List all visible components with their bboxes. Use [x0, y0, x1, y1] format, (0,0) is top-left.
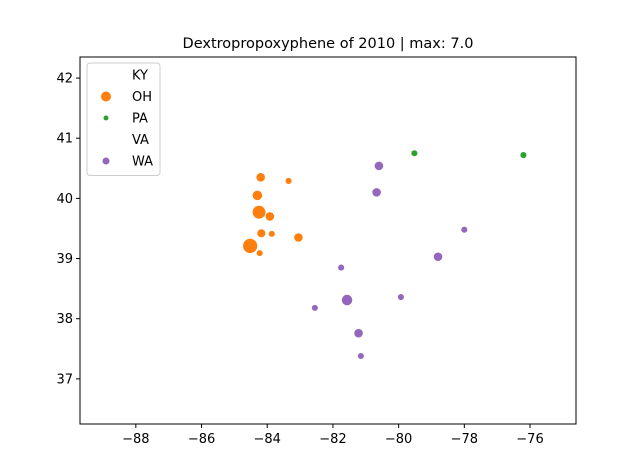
x-tick-label: −78 [451, 432, 478, 447]
data-points [243, 150, 527, 360]
x-tick-label: −86 [188, 432, 215, 447]
data-point-wa [397, 294, 404, 301]
x-tick-label: −88 [122, 432, 149, 447]
data-point-oh [257, 229, 266, 238]
legend-label-pa: PA [132, 112, 148, 127]
data-point-oh [256, 250, 263, 257]
data-point-oh [256, 173, 265, 182]
data-point-wa [357, 352, 364, 360]
x-tick-label: −82 [319, 432, 346, 447]
legend-label-ky: KY [132, 69, 148, 84]
y-tick-label: 41 [56, 132, 73, 147]
data-point-wa [433, 252, 443, 262]
legend-marker-wa [102, 157, 110, 165]
data-point-wa [354, 328, 363, 338]
legend-marker-pa [103, 115, 109, 121]
legend: KY OH PA VA WA [86, 62, 161, 176]
y-tick-label: 42 [56, 72, 73, 87]
data-point-wa [374, 161, 384, 171]
data-point-oh [285, 177, 292, 184]
data-point-oh [265, 212, 275, 221]
legend-label-oh: OH [132, 90, 152, 105]
data-point-oh [252, 190, 263, 201]
data-point-oh [243, 238, 258, 254]
data-point-oh [294, 233, 303, 242]
legend-label-va: VA [132, 133, 149, 148]
data-point-wa [461, 226, 468, 233]
y-tick-label: 39 [56, 252, 73, 267]
chart-title: Dextropropoxyphene of 2010 | max: 7.0 [183, 36, 474, 52]
legend-box [86, 62, 161, 176]
data-point-pa [411, 150, 418, 157]
data-point-wa [341, 294, 353, 306]
data-point-wa [372, 188, 381, 197]
data-point-oh [252, 205, 266, 219]
legend-label-wa: WA [132, 155, 153, 170]
x-tick-label: −84 [254, 432, 281, 447]
data-point-pa [520, 152, 527, 159]
plot-area: −88 −86 −84 −82 −80 −78 −76 37 38 39 40 41 42 [56, 56, 577, 447]
y-tick-label: 38 [56, 312, 73, 327]
x-tick-label: −80 [385, 432, 412, 447]
y-tick-label: 37 [56, 372, 73, 387]
data-point-wa [338, 264, 345, 271]
axes-frame [79, 56, 577, 425]
data-point-oh [268, 230, 275, 237]
data-point-wa [311, 304, 318, 311]
y-tick-label: 40 [56, 192, 73, 207]
x-tick-label: −76 [516, 432, 543, 447]
legend-marker-oh [101, 91, 111, 102]
